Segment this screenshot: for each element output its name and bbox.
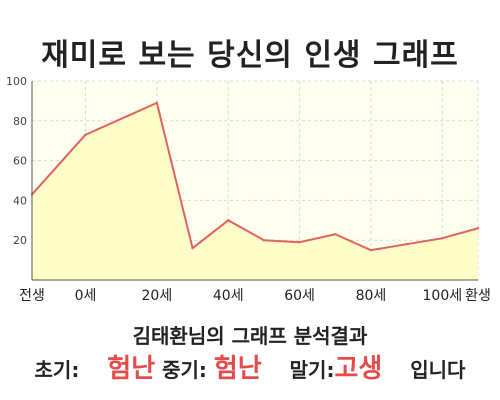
data-point xyxy=(262,239,266,242)
x-tick-label: 100세 xyxy=(423,288,463,304)
life-graph-chart: 20 40 60 80 100 전생 0세 20세 40세 60세 80세 100세 환생 xyxy=(6,75,491,304)
data-point xyxy=(405,242,408,246)
data-point xyxy=(476,227,480,230)
y-tick-label: 40 xyxy=(13,194,27,207)
x-tick-label: 0세 xyxy=(75,288,97,304)
analysis-heading: 김태환님의 그래프 분석결과 xyxy=(132,324,368,348)
mid-value: 험난 xyxy=(213,354,262,384)
x-tick-label: 40세 xyxy=(213,288,244,304)
analysis-result: 초기: 험난 중기: 험난 말기:고생 입니다 xyxy=(0,348,500,385)
data-point xyxy=(441,237,444,240)
y-tick-label: 60 xyxy=(13,155,27,168)
data-point xyxy=(369,248,373,252)
area-fill xyxy=(32,102,478,280)
late-label: 말기: xyxy=(289,358,335,382)
series-line xyxy=(31,101,479,252)
early-value: 험난 xyxy=(107,354,156,384)
data-point xyxy=(191,246,194,250)
y-tick-label: 20 xyxy=(13,234,27,247)
early-label: 초기: xyxy=(34,358,80,382)
data-point xyxy=(84,133,87,136)
data-point xyxy=(227,219,230,222)
y-tick-label: 80 xyxy=(13,115,27,128)
data-point xyxy=(334,233,337,236)
x-tick-label: 20세 xyxy=(142,288,173,304)
data-point xyxy=(155,101,159,105)
x-tick-label: 80세 xyxy=(356,288,387,304)
chart-title: 재미로 보는 당신의 인생 그래프 xyxy=(41,38,459,73)
data-point xyxy=(298,240,301,244)
x-tick-label: 환생 xyxy=(465,288,491,304)
x-tick-label: 전생 xyxy=(19,288,45,304)
x-tick-label: 60세 xyxy=(284,288,315,304)
result-suffix: 입니다 xyxy=(410,358,466,382)
late-value: 고생 xyxy=(334,354,383,384)
y-tick-label: 100 xyxy=(6,75,27,88)
mid-label: 중기: xyxy=(162,358,207,382)
